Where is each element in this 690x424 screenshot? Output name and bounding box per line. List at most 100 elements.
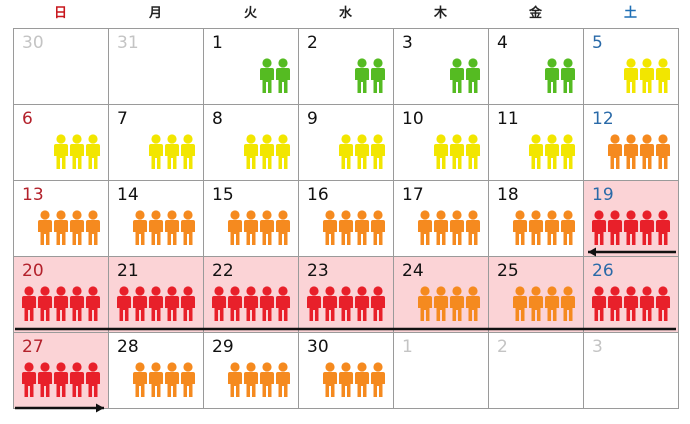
person-icon bbox=[22, 362, 36, 397]
day-number: 25 bbox=[497, 261, 519, 281]
person-icon bbox=[592, 286, 606, 321]
day-number: 16 bbox=[307, 185, 329, 205]
day-number: 30 bbox=[307, 337, 329, 357]
day-number: 9 bbox=[307, 109, 318, 129]
day-cell[interactable]: 30 bbox=[298, 332, 394, 409]
person-icon bbox=[165, 134, 179, 169]
day-number: 24 bbox=[402, 261, 424, 281]
day-cell[interactable]: 8 bbox=[203, 104, 299, 181]
person-icon bbox=[450, 58, 464, 93]
day-number: 3 bbox=[402, 33, 413, 53]
crowd-level-indicator bbox=[339, 134, 385, 170]
day-number: 19 bbox=[592, 185, 614, 205]
person-icon bbox=[149, 134, 163, 169]
day-cell[interactable]: 17 bbox=[393, 180, 489, 257]
day-cell[interactable]: 1 bbox=[393, 332, 489, 409]
weekday-5: 金 bbox=[528, 6, 542, 21]
day-cell[interactable]: 2 bbox=[298, 28, 394, 105]
day-cell[interactable]: 21 bbox=[108, 256, 204, 333]
day-cell[interactable]: 27 bbox=[13, 332, 109, 409]
crowd-level-indicator bbox=[418, 286, 480, 322]
person-icon bbox=[181, 362, 195, 397]
person-icon bbox=[260, 58, 274, 93]
day-cell[interactable]: 3 bbox=[393, 28, 489, 105]
day-cell[interactable]: 4 bbox=[488, 28, 584, 105]
person-icon bbox=[276, 210, 290, 245]
day-cell[interactable]: 26 bbox=[583, 256, 679, 333]
person-icon bbox=[466, 210, 480, 245]
day-cell[interactable]: 19 bbox=[583, 180, 679, 257]
day-cell[interactable]: 3 bbox=[583, 332, 679, 409]
day-cell[interactable]: 31 bbox=[108, 28, 204, 105]
day-number: 30 bbox=[22, 33, 44, 53]
person-icon bbox=[323, 362, 337, 397]
person-icon bbox=[624, 58, 638, 93]
day-cell[interactable]: 15 bbox=[203, 180, 299, 257]
day-cell[interactable]: 9 bbox=[298, 104, 394, 181]
day-cell[interactable]: 28 bbox=[108, 332, 204, 409]
person-icon bbox=[545, 210, 559, 245]
crowd-level-indicator bbox=[212, 286, 290, 322]
person-icon bbox=[38, 210, 52, 245]
day-number: 18 bbox=[497, 185, 519, 205]
weekday-1: 月 bbox=[148, 6, 162, 21]
person-icon bbox=[355, 134, 369, 169]
person-icon bbox=[450, 286, 464, 321]
day-cell[interactable]: 29 bbox=[203, 332, 299, 409]
crowd-level-indicator bbox=[355, 58, 385, 94]
day-cell[interactable]: 10 bbox=[393, 104, 489, 181]
person-icon bbox=[640, 58, 654, 93]
person-icon bbox=[545, 286, 559, 321]
person-icon bbox=[260, 210, 274, 245]
person-icon bbox=[339, 362, 353, 397]
day-number: 5 bbox=[592, 33, 603, 53]
person-icon bbox=[181, 134, 195, 169]
person-icon bbox=[624, 210, 638, 245]
person-icon bbox=[418, 286, 432, 321]
day-cell[interactable]: 22 bbox=[203, 256, 299, 333]
day-number: 21 bbox=[117, 261, 139, 281]
day-cell[interactable]: 1 bbox=[203, 28, 299, 105]
day-cell[interactable]: 2 bbox=[488, 332, 584, 409]
day-cell[interactable]: 13 bbox=[13, 180, 109, 257]
person-icon bbox=[466, 134, 480, 169]
crowd-level-indicator bbox=[22, 286, 100, 322]
day-cell[interactable]: 6 bbox=[13, 104, 109, 181]
crowd-level-indicator bbox=[513, 286, 575, 322]
crowd-level-indicator bbox=[608, 134, 670, 170]
person-icon bbox=[529, 134, 543, 169]
person-icon bbox=[561, 134, 575, 169]
day-cell[interactable]: 16 bbox=[298, 180, 394, 257]
person-icon bbox=[244, 210, 258, 245]
person-icon bbox=[450, 134, 464, 169]
day-cell[interactable]: 20 bbox=[13, 256, 109, 333]
weekday-4: 木 bbox=[433, 6, 447, 21]
person-icon bbox=[513, 210, 527, 245]
person-icon bbox=[181, 286, 195, 321]
day-number: 8 bbox=[212, 109, 223, 129]
day-cell[interactable]: 18 bbox=[488, 180, 584, 257]
person-icon bbox=[355, 286, 369, 321]
day-cell[interactable]: 25 bbox=[488, 256, 584, 333]
person-icon bbox=[624, 134, 638, 169]
day-number: 4 bbox=[497, 33, 508, 53]
day-cell[interactable]: 11 bbox=[488, 104, 584, 181]
person-icon bbox=[466, 286, 480, 321]
day-cell[interactable]: 5 bbox=[583, 28, 679, 105]
person-icon bbox=[133, 210, 147, 245]
day-number: 31 bbox=[117, 33, 139, 53]
day-cell[interactable]: 14 bbox=[108, 180, 204, 257]
crowd-level-indicator bbox=[133, 210, 195, 246]
day-cell[interactable]: 24 bbox=[393, 256, 489, 333]
person-icon bbox=[117, 286, 131, 321]
day-cell[interactable]: 12 bbox=[583, 104, 679, 181]
day-cell[interactable]: 23 bbox=[298, 256, 394, 333]
person-icon bbox=[70, 210, 84, 245]
person-icon bbox=[228, 362, 242, 397]
day-cell[interactable]: 7 bbox=[108, 104, 204, 181]
person-icon bbox=[434, 134, 448, 169]
day-number: 15 bbox=[212, 185, 234, 205]
day-cell[interactable]: 30 bbox=[13, 28, 109, 105]
person-icon bbox=[371, 210, 385, 245]
person-icon bbox=[276, 134, 290, 169]
